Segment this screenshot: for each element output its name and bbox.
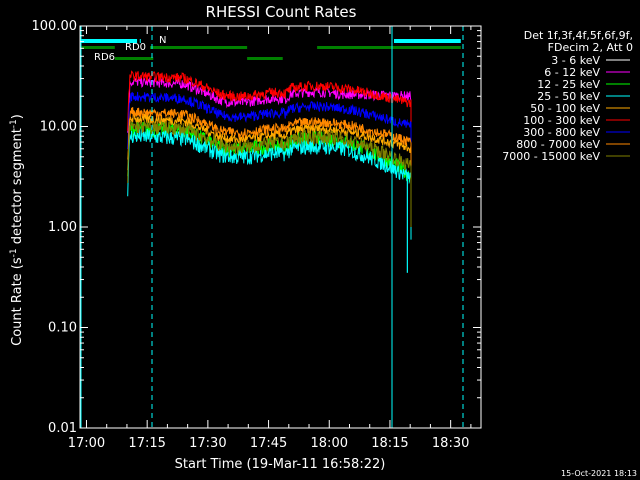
x-tick-label: 18:30 bbox=[432, 436, 469, 451]
y-axis-label-sup1: -1 bbox=[9, 248, 19, 257]
footer-date: 15-Oct-2021 18:13 bbox=[561, 469, 637, 478]
legend-header-line: FDecim 2, Att 0 bbox=[548, 41, 633, 54]
series-line-8 bbox=[127, 119, 412, 227]
rd0-state-bar bbox=[80, 46, 115, 49]
y-axis-label: Count Rate (s-1 detector segment-1) bbox=[9, 114, 25, 346]
cyan-state-bar bbox=[394, 39, 461, 43]
rd6-label: RD6 bbox=[94, 52, 115, 63]
y-tick-label: 100.00 bbox=[32, 19, 78, 34]
x-axis: 17:00 17:15 17:30 17:45 18:00 18:15 18:30 bbox=[68, 26, 472, 451]
legend-entry-label: 800 - 7000 keV bbox=[516, 138, 600, 151]
y-tick-label: 1.00 bbox=[48, 220, 77, 235]
series-group bbox=[127, 70, 412, 328]
y-tick-label: 10.00 bbox=[40, 120, 77, 135]
y-axis-label-end: ) bbox=[10, 114, 25, 119]
y-axis-label-mid: detector segment bbox=[10, 128, 25, 248]
legend-entry-label: 100 - 300 keV bbox=[523, 114, 600, 127]
x-tick-label: 18:00 bbox=[311, 436, 348, 451]
annotation-bands: N RD0 RD6 bbox=[80, 35, 461, 63]
cyan-state-bar bbox=[80, 39, 138, 43]
y-axis: 0.01 0.10 1.00 10.00 100.00 bbox=[32, 19, 481, 436]
legend-entry-label: 25 - 50 keV bbox=[537, 90, 600, 103]
y-axis-label-sup2: -1 bbox=[9, 119, 19, 128]
x-tick-label: 17:30 bbox=[189, 436, 226, 451]
legend-entry-label: 300 - 800 keV bbox=[523, 126, 600, 139]
x-axis-label: Start Time (19-Mar-11 16:58:22) bbox=[175, 457, 386, 472]
chart-title: RHESSI Count Rates bbox=[206, 3, 357, 21]
rd6-state-bar bbox=[114, 57, 154, 60]
rd0-state-bar bbox=[317, 46, 461, 49]
y-tick-label: 0.10 bbox=[48, 321, 77, 336]
legend-entry-label: 50 - 100 keV bbox=[530, 102, 600, 115]
rd0-label: RD0 bbox=[125, 42, 146, 53]
rd0-state-bar bbox=[150, 46, 248, 49]
rd6-state-bar bbox=[247, 57, 283, 60]
legend-entry-label: 6 - 12 keV bbox=[544, 66, 600, 79]
legend-header-line: Det 1f,3f,4f,5f,6f,9f, bbox=[524, 29, 633, 42]
legend-entry-label: 7000 - 15000 keV bbox=[502, 150, 600, 163]
series-line-7 bbox=[127, 107, 412, 203]
series-line-1 bbox=[127, 76, 412, 157]
legend-entry-label: 12 - 25 keV bbox=[537, 78, 600, 91]
y-axis-label-main: Count Rate (s bbox=[10, 257, 25, 346]
x-tick-label: 17:00 bbox=[68, 436, 105, 451]
y-tick-label: 0.01 bbox=[48, 421, 77, 436]
series-line-4 bbox=[127, 113, 412, 210]
reference-lines bbox=[80, 26, 464, 428]
legend-entry-label: 3 - 6 keV bbox=[551, 54, 600, 67]
series-line-6 bbox=[127, 91, 412, 187]
x-tick-label: 18:15 bbox=[371, 436, 408, 451]
series-line-5 bbox=[127, 70, 412, 164]
x-tick-label: 17:45 bbox=[250, 436, 287, 451]
n-label: N bbox=[159, 35, 166, 46]
plot-frame bbox=[79, 25, 482, 429]
x-tick-label: 17:15 bbox=[128, 436, 165, 451]
legend: Det 1f,3f,4f,5f,6f,9f,FDecim 2, Att 03 -… bbox=[502, 29, 633, 163]
